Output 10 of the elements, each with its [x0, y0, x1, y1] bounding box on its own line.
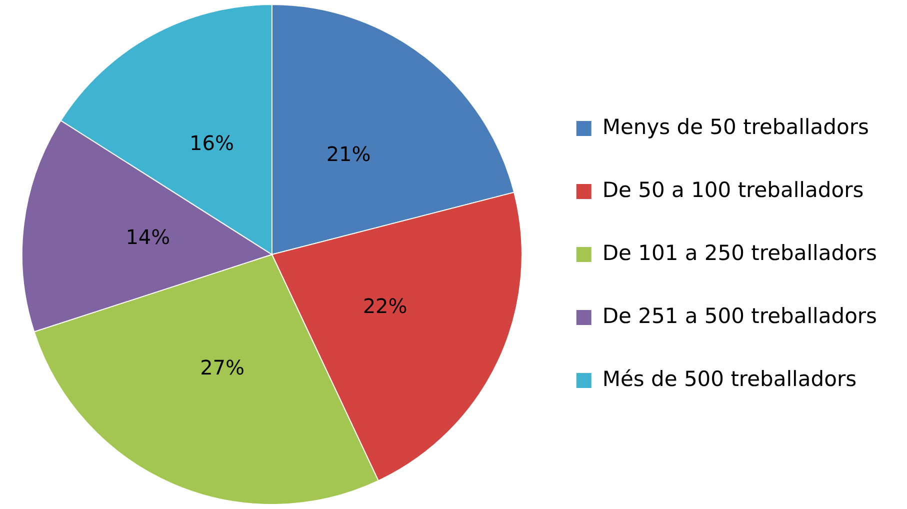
data-label: 22%: [362, 294, 408, 318]
legend-label: De 50 a 100 treballadors: [602, 178, 864, 202]
legend-label: Menys de 50 treballadors: [602, 114, 869, 139]
legend-label: De 251 a 500 treballadors: [602, 304, 877, 328]
data-label: 27%: [200, 355, 245, 380]
legend-label: De 101 a 250 treballadors: [602, 240, 877, 265]
legend-label: Més de 500 treballadors: [602, 366, 857, 391]
data-label: 16%: [189, 131, 234, 156]
data-label: 21%: [326, 142, 371, 166]
data-label: 14%: [126, 225, 170, 250]
